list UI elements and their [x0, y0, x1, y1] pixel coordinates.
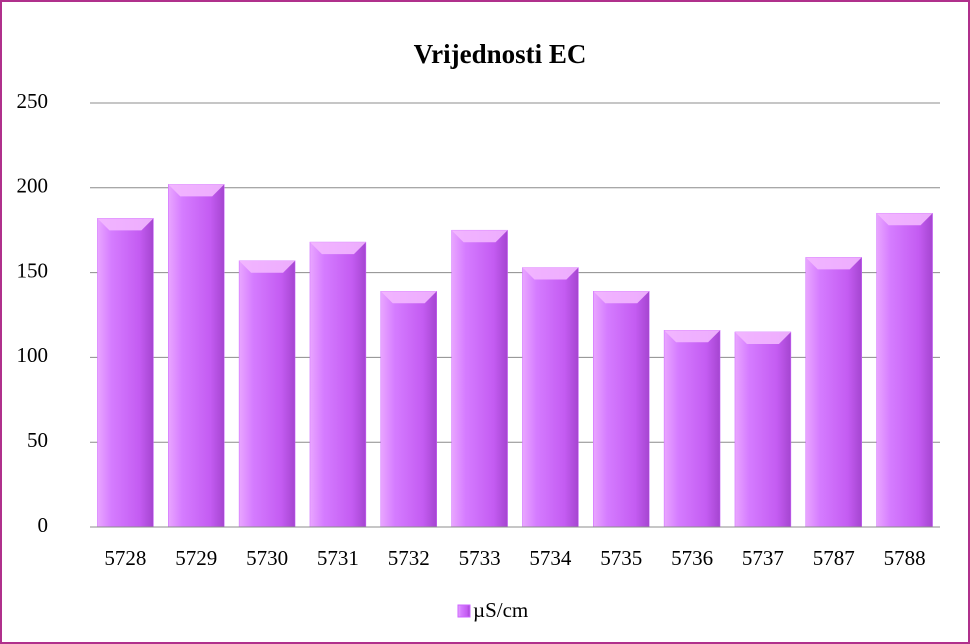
chart-title: Vrijednosti EC: [414, 39, 587, 69]
y-tick-label: 200: [17, 174, 49, 198]
x-tick-label: 5736: [671, 546, 713, 570]
x-tick-label: 5788: [884, 546, 926, 570]
y-tick-label: 100: [17, 343, 49, 367]
y-tick-label: 0: [38, 513, 49, 537]
legend-label: µS/cm: [473, 598, 528, 622]
bar: [663, 330, 721, 528]
y-tick-label: 250: [17, 89, 49, 113]
x-tick-label: 5787: [813, 546, 855, 570]
bar: [876, 212, 933, 528]
bar-bevel: [380, 291, 437, 304]
bar-bevel: [522, 267, 579, 280]
bar: [734, 331, 792, 528]
x-tick-label: 5728: [104, 546, 146, 570]
x-tick-label: 5735: [600, 546, 642, 570]
bar-bevel: [734, 331, 791, 344]
bar-bevel: [593, 291, 650, 304]
bar-bevel: [309, 242, 366, 255]
legend-swatch: [457, 604, 471, 618]
bar-bevel: [805, 257, 862, 270]
bar-bevel: [168, 184, 225, 197]
bar: [593, 291, 650, 528]
x-tick-label: 5734: [529, 546, 572, 570]
bar-bevel: [664, 330, 721, 343]
x-tick-label: 5737: [742, 546, 784, 570]
bar: [168, 184, 225, 528]
bar-bevel: [876, 213, 933, 226]
y-tick-label: 150: [17, 258, 49, 282]
x-tick-label: 5731: [317, 546, 359, 570]
bar: [309, 241, 367, 528]
x-tick-label: 5733: [459, 546, 501, 570]
x-tick-label: 5729: [175, 546, 217, 570]
bar-bevel: [239, 260, 296, 273]
bar-bevel: [451, 230, 508, 243]
x-tick-label: 5730: [246, 546, 288, 570]
bar: [451, 229, 508, 528]
x-tick-label: 5732: [388, 546, 430, 570]
bar: [522, 267, 579, 528]
bar: [380, 291, 437, 528]
bar: [805, 257, 862, 528]
bar: [97, 218, 154, 528]
bar-bevel: [97, 218, 154, 231]
bar: [238, 260, 296, 528]
y-tick-label: 50: [27, 428, 48, 452]
